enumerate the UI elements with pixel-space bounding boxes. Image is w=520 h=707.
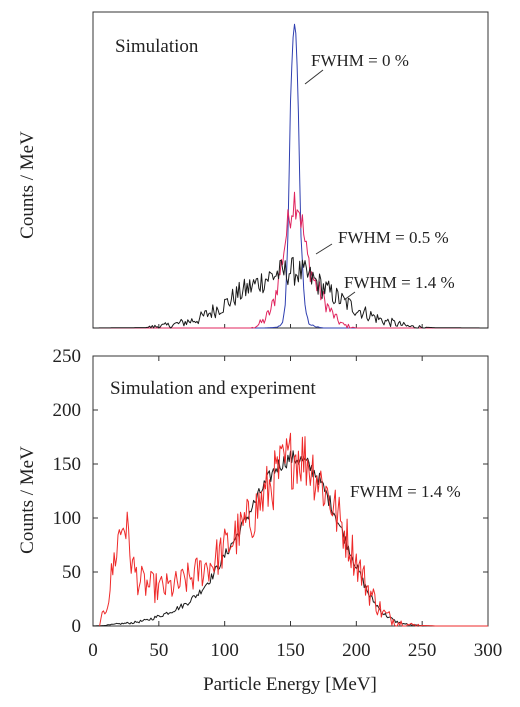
top-panel: Simulation Counts / MeV FWHM = 0 % FWHM … — [17, 11, 489, 329]
y-tick-label: 0 — [72, 616, 82, 637]
annotation-fwhm-0-5-leader — [315, 243, 333, 255]
top-panel-title: Simulation — [115, 36, 199, 57]
annotation-fwhm-1-4-top-leader — [343, 291, 356, 301]
annotation-fwhm-0: FWHM = 0 % — [311, 51, 409, 70]
x-tick-label: 0 — [88, 640, 98, 661]
series-line-fwhm-0-5 — [93, 191, 488, 329]
bottom-axes: 0 50 100 150 200 250 300 0 50 100 150 200 250 — [53, 346, 503, 661]
bottom-panel-title: Simulation and experiment — [110, 378, 317, 399]
annotation-fwhm-0-leader — [304, 69, 324, 85]
x-tick-label: 200 — [342, 640, 371, 661]
x-tick-label: 50 — [149, 640, 168, 661]
bottom-x-axis-label: Particle Energy [MeV] — [203, 674, 377, 695]
y-tick-label: 50 — [62, 562, 81, 583]
annotation-fwhm-1-4-top: FWHM = 1.4 % — [344, 273, 455, 292]
annotation-fwhm-0-5: FWHM = 0.5 % — [338, 228, 449, 247]
bottom-y-axis-label: Counts / MeV — [17, 446, 38, 554]
y-tick-label: 250 — [53, 346, 82, 367]
x-tick-label: 300 — [474, 640, 503, 661]
y-tick-label: 200 — [53, 400, 82, 421]
series-line-1 — [99, 432, 488, 627]
x-tick-label: 100 — [210, 640, 239, 661]
y-tick-label: 150 — [53, 454, 82, 475]
series-line-fwhm-1-4 — [93, 256, 488, 329]
x-tick-label: 250 — [408, 640, 437, 661]
top-y-axis-label: Counts / MeV — [17, 131, 38, 239]
annotation-fwhm-1-4-bottom: FWHM = 1.4 % — [350, 482, 461, 501]
top-series-group — [93, 23, 488, 329]
series-line-0 — [92, 450, 488, 627]
bottom-panel: 0 50 100 150 200 250 300 0 50 100 150 200 250 Simula… — [17, 346, 502, 695]
y-tick-label: 100 — [53, 508, 82, 529]
x-tick-label: 150 — [276, 640, 305, 661]
bottom-series-group — [92, 432, 488, 627]
